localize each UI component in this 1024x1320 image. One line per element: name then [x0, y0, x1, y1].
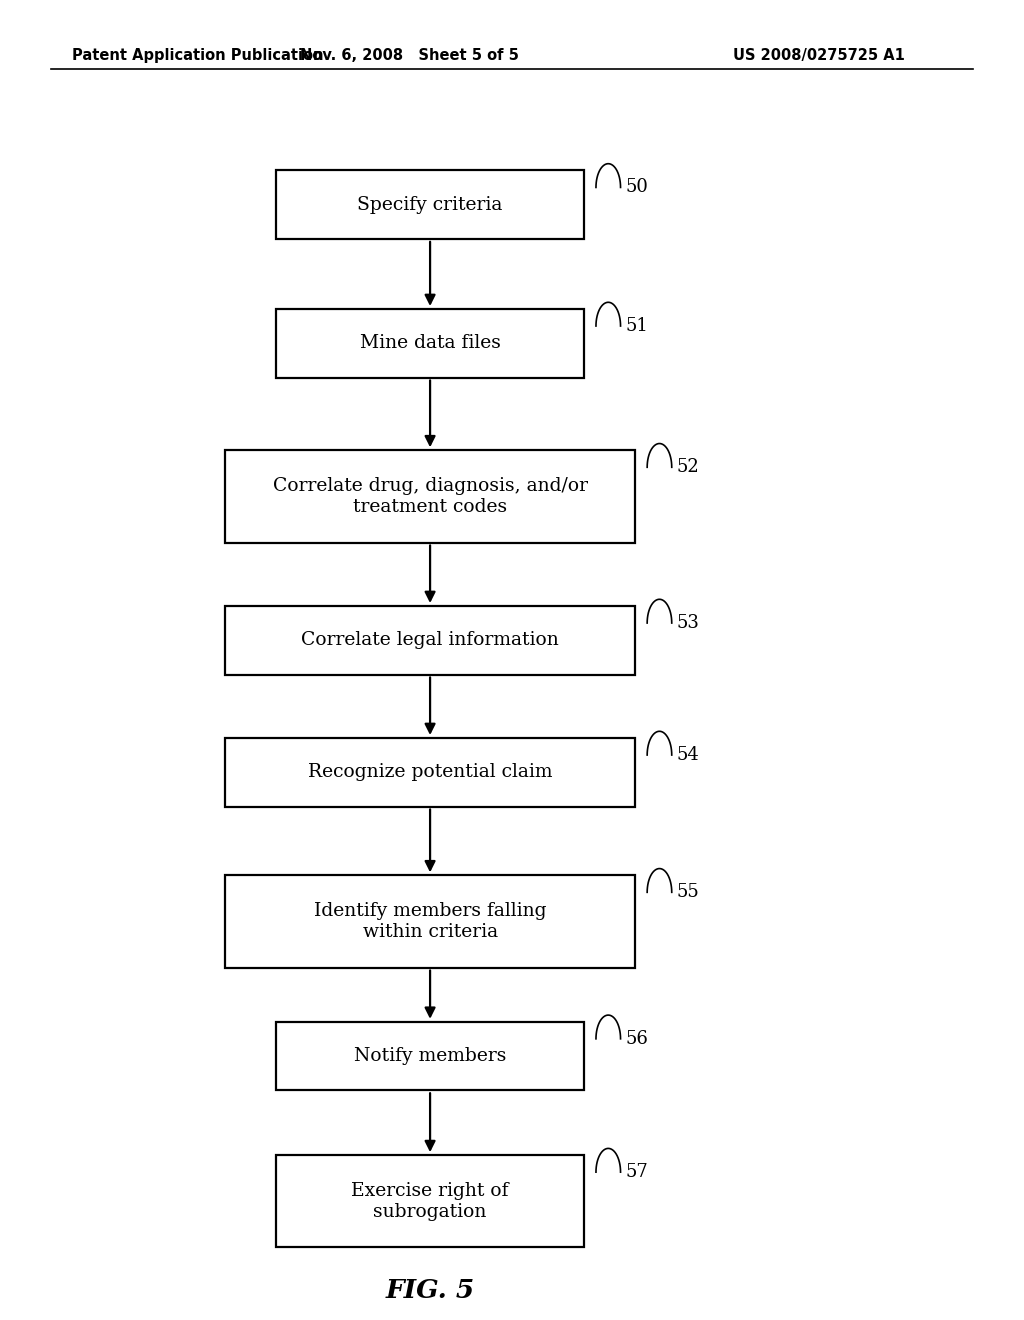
Text: Specify criteria: Specify criteria	[357, 195, 503, 214]
Bar	[225, 738, 635, 807]
Text: 51: 51	[626, 317, 648, 335]
Text: Mine data files: Mine data files	[359, 334, 501, 352]
Bar	[225, 450, 635, 543]
Text: Recognize potential claim: Recognize potential claim	[308, 763, 552, 781]
Text: 56: 56	[626, 1030, 648, 1048]
Text: Patent Application Publication: Patent Application Publication	[72, 48, 324, 63]
Text: 53: 53	[677, 614, 699, 632]
Bar	[276, 1022, 584, 1090]
Text: Correlate legal information: Correlate legal information	[301, 631, 559, 649]
Text: 55: 55	[677, 883, 699, 902]
Bar	[225, 606, 635, 675]
Text: 52: 52	[677, 458, 699, 477]
Text: Exercise right of
subrogation: Exercise right of subrogation	[351, 1181, 509, 1221]
Text: 57: 57	[626, 1163, 648, 1181]
Bar	[276, 309, 584, 378]
Text: Identify members falling
within criteria: Identify members falling within criteria	[313, 902, 547, 941]
Text: Correlate drug, diagnosis, and/or
treatment codes: Correlate drug, diagnosis, and/or treatm…	[272, 477, 588, 516]
Text: 50: 50	[626, 178, 648, 197]
Text: FIG. 5: FIG. 5	[385, 1279, 475, 1303]
Text: Notify members: Notify members	[354, 1047, 506, 1065]
Bar	[276, 170, 584, 239]
Text: US 2008/0275725 A1: US 2008/0275725 A1	[733, 48, 905, 63]
Text: Nov. 6, 2008   Sheet 5 of 5: Nov. 6, 2008 Sheet 5 of 5	[300, 48, 519, 63]
Text: 54: 54	[677, 746, 699, 764]
Bar	[225, 875, 635, 968]
Bar	[276, 1155, 584, 1247]
